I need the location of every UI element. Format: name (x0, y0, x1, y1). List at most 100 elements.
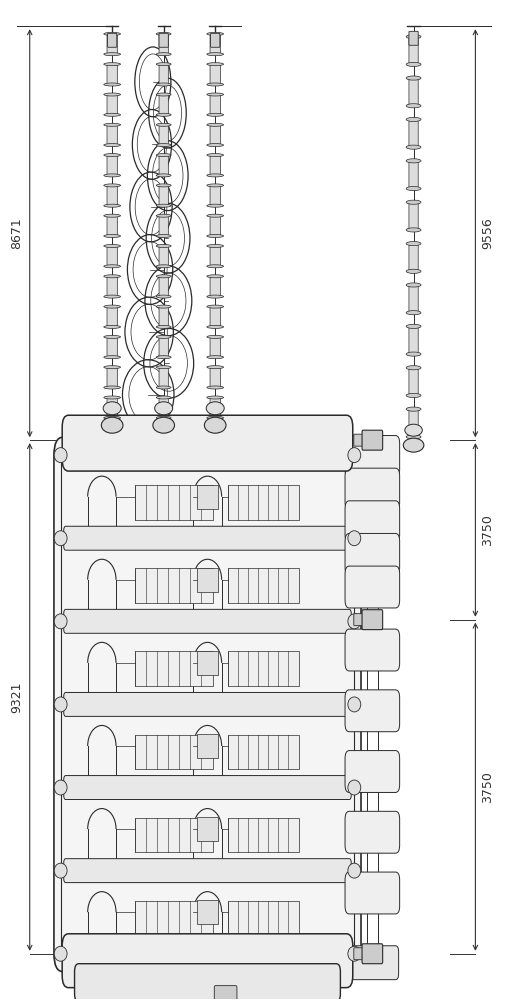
Ellipse shape (406, 242, 421, 246)
FancyBboxPatch shape (362, 430, 383, 450)
FancyBboxPatch shape (409, 327, 418, 354)
FancyBboxPatch shape (354, 614, 368, 626)
Bar (135, 485, 212, 520)
Ellipse shape (207, 113, 224, 116)
Ellipse shape (406, 311, 421, 315)
FancyBboxPatch shape (345, 436, 400, 477)
Ellipse shape (406, 269, 421, 273)
Ellipse shape (104, 416, 121, 419)
Ellipse shape (406, 366, 421, 370)
FancyBboxPatch shape (107, 156, 117, 176)
FancyBboxPatch shape (159, 65, 168, 85)
Ellipse shape (54, 863, 67, 878)
FancyBboxPatch shape (409, 38, 418, 65)
FancyBboxPatch shape (409, 203, 418, 230)
FancyBboxPatch shape (62, 415, 353, 471)
FancyBboxPatch shape (345, 533, 400, 575)
FancyBboxPatch shape (210, 34, 220, 55)
Ellipse shape (207, 123, 224, 126)
Ellipse shape (104, 386, 121, 389)
Ellipse shape (54, 614, 67, 629)
FancyBboxPatch shape (64, 692, 351, 716)
Ellipse shape (104, 275, 121, 278)
Ellipse shape (104, 295, 121, 298)
Ellipse shape (207, 366, 224, 369)
Ellipse shape (156, 325, 171, 328)
FancyBboxPatch shape (345, 468, 400, 510)
Ellipse shape (54, 780, 67, 795)
FancyBboxPatch shape (409, 286, 418, 313)
FancyBboxPatch shape (107, 186, 117, 206)
Ellipse shape (348, 531, 361, 546)
Ellipse shape (206, 402, 224, 415)
Ellipse shape (348, 863, 361, 878)
FancyBboxPatch shape (107, 95, 117, 115)
Bar (197, 817, 218, 841)
Bar (135, 568, 212, 603)
Ellipse shape (153, 417, 175, 433)
FancyBboxPatch shape (354, 948, 368, 960)
Ellipse shape (104, 53, 121, 56)
Ellipse shape (207, 416, 224, 419)
FancyBboxPatch shape (210, 368, 220, 388)
Ellipse shape (156, 335, 171, 338)
Ellipse shape (155, 402, 172, 415)
Bar (228, 901, 298, 935)
Bar (197, 734, 218, 758)
FancyBboxPatch shape (409, 162, 418, 189)
Ellipse shape (156, 53, 171, 56)
Ellipse shape (207, 204, 224, 207)
Ellipse shape (406, 62, 421, 66)
Ellipse shape (104, 325, 121, 328)
Ellipse shape (104, 366, 121, 369)
Ellipse shape (406, 35, 421, 39)
FancyBboxPatch shape (210, 95, 220, 115)
FancyBboxPatch shape (64, 859, 351, 883)
Ellipse shape (54, 697, 67, 712)
FancyBboxPatch shape (54, 437, 361, 972)
Ellipse shape (406, 159, 421, 163)
Ellipse shape (406, 283, 421, 287)
Ellipse shape (406, 407, 421, 411)
Ellipse shape (156, 93, 171, 96)
Ellipse shape (207, 265, 224, 268)
Ellipse shape (54, 448, 67, 463)
Bar (135, 818, 212, 852)
Ellipse shape (104, 184, 121, 187)
Ellipse shape (156, 83, 171, 86)
Ellipse shape (104, 174, 121, 177)
FancyBboxPatch shape (64, 526, 351, 550)
Ellipse shape (207, 305, 224, 308)
Bar (197, 651, 218, 675)
Ellipse shape (156, 144, 171, 147)
FancyBboxPatch shape (107, 368, 117, 388)
FancyBboxPatch shape (210, 65, 220, 85)
Ellipse shape (156, 386, 171, 389)
Ellipse shape (156, 234, 171, 238)
Ellipse shape (348, 614, 361, 629)
FancyBboxPatch shape (210, 156, 220, 176)
FancyBboxPatch shape (345, 690, 400, 732)
FancyBboxPatch shape (409, 121, 418, 147)
FancyBboxPatch shape (107, 125, 117, 145)
FancyBboxPatch shape (409, 245, 418, 271)
Ellipse shape (406, 393, 421, 398)
Bar (197, 568, 218, 592)
FancyBboxPatch shape (345, 811, 400, 853)
FancyBboxPatch shape (346, 946, 399, 980)
Ellipse shape (403, 438, 424, 452)
FancyBboxPatch shape (159, 34, 168, 55)
Ellipse shape (207, 93, 224, 96)
FancyBboxPatch shape (345, 751, 400, 792)
Ellipse shape (406, 435, 421, 439)
Ellipse shape (207, 32, 224, 35)
Ellipse shape (104, 214, 121, 217)
Ellipse shape (102, 417, 123, 433)
FancyBboxPatch shape (210, 247, 220, 267)
Text: 9556: 9556 (482, 217, 495, 249)
Ellipse shape (156, 63, 171, 66)
Ellipse shape (156, 295, 171, 298)
Ellipse shape (104, 234, 121, 238)
Bar (135, 901, 212, 935)
Ellipse shape (406, 324, 421, 328)
